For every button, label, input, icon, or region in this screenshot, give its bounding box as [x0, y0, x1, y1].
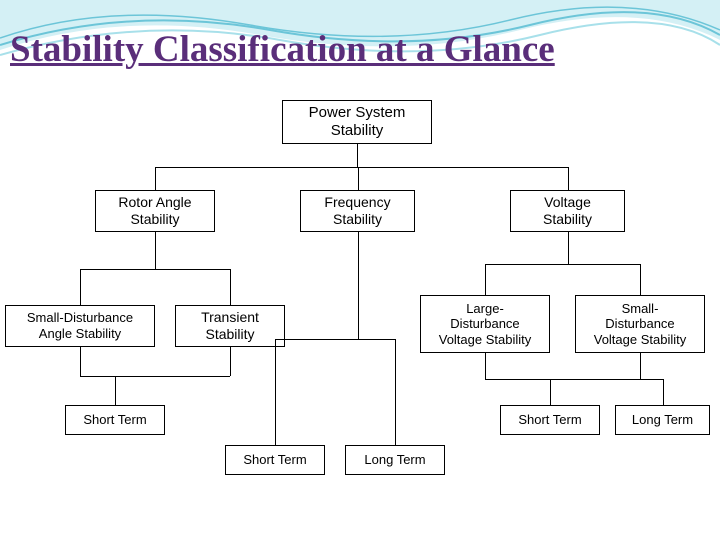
hierarchy-diagram: Power System Stability Rotor Angle Stabil… [0, 90, 720, 540]
connector [640, 264, 641, 296]
connector [550, 379, 551, 405]
node-lt1: Long Term [345, 445, 445, 475]
connector [155, 167, 568, 168]
node-st3: Short Term [500, 405, 600, 435]
connector [568, 167, 569, 190]
node-root: Power System Stability [282, 100, 432, 144]
connector [550, 379, 663, 380]
connector [275, 339, 276, 446]
connector [155, 232, 156, 269]
connector [640, 353, 641, 379]
node-st1: Short Term [65, 405, 165, 435]
connector [275, 339, 395, 340]
connector [485, 353, 486, 379]
connector [80, 269, 81, 306]
connector [230, 269, 231, 306]
connector [568, 232, 569, 264]
connector [115, 376, 230, 377]
connector [155, 167, 156, 190]
connector [357, 144, 358, 167]
connector [358, 167, 359, 190]
connector [395, 339, 396, 446]
node-sdvs: Small- Disturbance Voltage Stability [575, 295, 705, 353]
node-freq: Frequency Stability [300, 190, 415, 232]
node-volt: Voltage Stability [510, 190, 625, 232]
connector [230, 347, 231, 376]
node-trans: Transient Stability [175, 305, 285, 347]
connector [663, 379, 664, 405]
connector [80, 347, 81, 376]
connector [80, 376, 115, 377]
page-title: Stability Classification at a Glance [10, 28, 555, 71]
connector [80, 269, 230, 270]
node-sdas: Small-Disturbance Angle Stability [5, 305, 155, 347]
connector [485, 264, 640, 265]
node-lt2: Long Term [615, 405, 710, 435]
connector [115, 376, 116, 405]
connector [358, 232, 359, 339]
node-st2: Short Term [225, 445, 325, 475]
node-rotor: Rotor Angle Stability [95, 190, 215, 232]
node-ldvs: Large- Disturbance Voltage Stability [420, 295, 550, 353]
connector [485, 264, 486, 296]
